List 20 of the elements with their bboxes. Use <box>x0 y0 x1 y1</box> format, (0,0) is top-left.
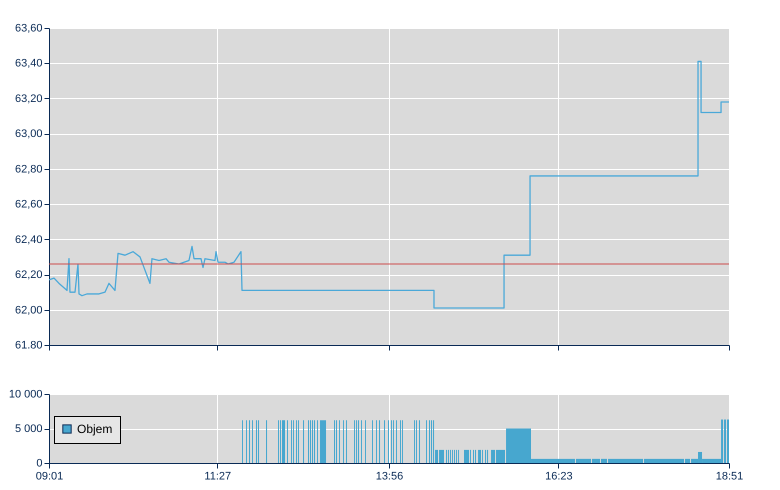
x-tick-label: 18:51 <box>716 470 744 482</box>
y-tick-label: 5 000 <box>14 423 42 435</box>
y-tick-label: 62,80 <box>14 163 42 176</box>
y-tick-label: 62,60 <box>14 198 42 211</box>
line-series <box>48 60 730 309</box>
y-tick-label: 0 <box>36 458 42 470</box>
y-tick-label: 10 000 <box>8 388 42 400</box>
y-tick-label: 63,20 <box>14 92 42 105</box>
legend-label: Objem <box>77 422 112 436</box>
x-tick-label: 13:56 <box>376 470 404 482</box>
x-tick-label: 16:23 <box>545 470 573 482</box>
y-tick-label: 63,00 <box>14 128 42 140</box>
x-tick-label: 11:27 <box>204 470 232 482</box>
y-tick-label: 61.80 <box>14 340 42 352</box>
y-tick-label: 62,20 <box>14 269 42 282</box>
y-tick-label: 62,00 <box>14 304 42 316</box>
y-tick-label: 62,40 <box>14 234 42 246</box>
y-tick-label: 63,40 <box>14 58 42 70</box>
x-tick-label: 09:01 <box>36 470 64 482</box>
y-tick-label: 63,60 <box>14 22 42 34</box>
